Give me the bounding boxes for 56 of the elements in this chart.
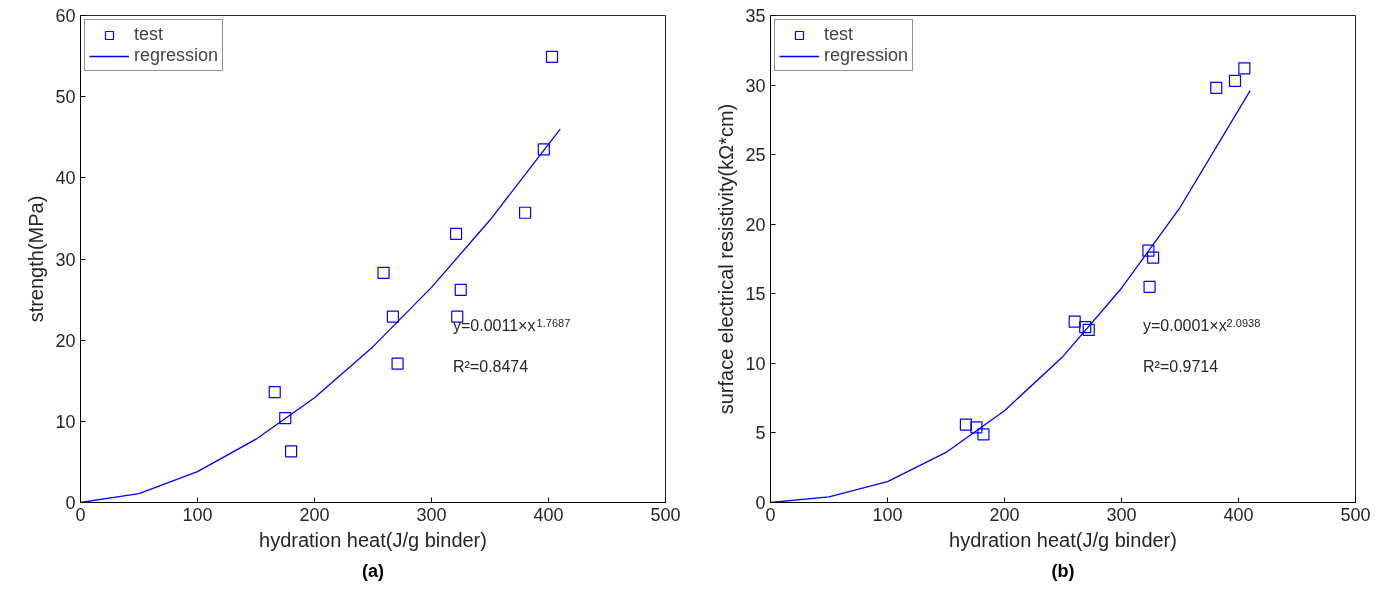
y-tick-label: 10 <box>55 411 76 432</box>
legend-label: test <box>824 24 854 45</box>
y-axis-title: surface electrical resistivity(kΩ*cm) <box>715 103 738 415</box>
annotation: R²=0.9714 <box>1143 358 1219 376</box>
x-axis-title: hydration heat(J/g binder) <box>949 528 1177 551</box>
point <box>1238 62 1251 75</box>
point <box>391 357 404 370</box>
x-tick-label: 300 <box>416 504 447 525</box>
point <box>959 418 972 431</box>
legend-label: regression <box>824 45 909 66</box>
point <box>537 143 550 156</box>
point <box>1068 315 1081 328</box>
point <box>279 411 292 425</box>
legend-label: regression <box>134 45 219 66</box>
y-tick-label: 20 <box>55 330 76 351</box>
y-tick-label: 50 <box>55 87 76 108</box>
x-tick-label: 400 <box>1223 504 1254 525</box>
text: (b) <box>1051 560 1075 581</box>
point <box>1143 280 1156 293</box>
point <box>970 421 983 434</box>
y-tick-label: 15 <box>745 284 766 305</box>
x-tick-label: 200 <box>299 504 330 525</box>
point <box>977 428 990 441</box>
y-tick-label: 40 <box>55 168 76 189</box>
point <box>1146 251 1160 264</box>
y-tick-label: 30 <box>55 249 76 270</box>
point <box>519 206 532 219</box>
point <box>1142 244 1155 257</box>
x-tick-label: 100 <box>182 504 213 525</box>
point <box>285 445 298 458</box>
y-tick-label: 20 <box>745 214 766 235</box>
point <box>454 283 467 296</box>
y-tick-label: 30 <box>745 75 766 96</box>
x-tick-label: 100 <box>872 504 903 525</box>
annotation: R²=0.8474 <box>453 358 529 376</box>
point <box>449 227 463 240</box>
y-tick-label: 10 <box>745 353 766 374</box>
y-axis-title: strength(MPa) <box>25 195 48 323</box>
text: (a) <box>362 560 385 581</box>
point <box>545 50 559 63</box>
x-axis-title: hydration heat(J/g binder) <box>259 528 487 551</box>
y-tick-label: 60 <box>55 6 76 26</box>
point <box>1210 81 1223 94</box>
x-tick-label: 300 <box>1106 504 1137 525</box>
y-tick-label: 35 <box>745 6 766 26</box>
y-tick-label: 25 <box>745 145 766 166</box>
x-tick-label: 400 <box>533 504 564 525</box>
legend-label: test <box>134 24 164 45</box>
point <box>268 386 281 399</box>
x-tick-label: 500 <box>1340 504 1371 525</box>
x-tick-label: 500 <box>650 504 681 525</box>
point <box>1228 74 1242 87</box>
point <box>386 310 399 323</box>
point <box>377 266 390 279</box>
x-tick-label: 200 <box>989 504 1020 525</box>
y-tick-label: 5 <box>755 423 766 444</box>
